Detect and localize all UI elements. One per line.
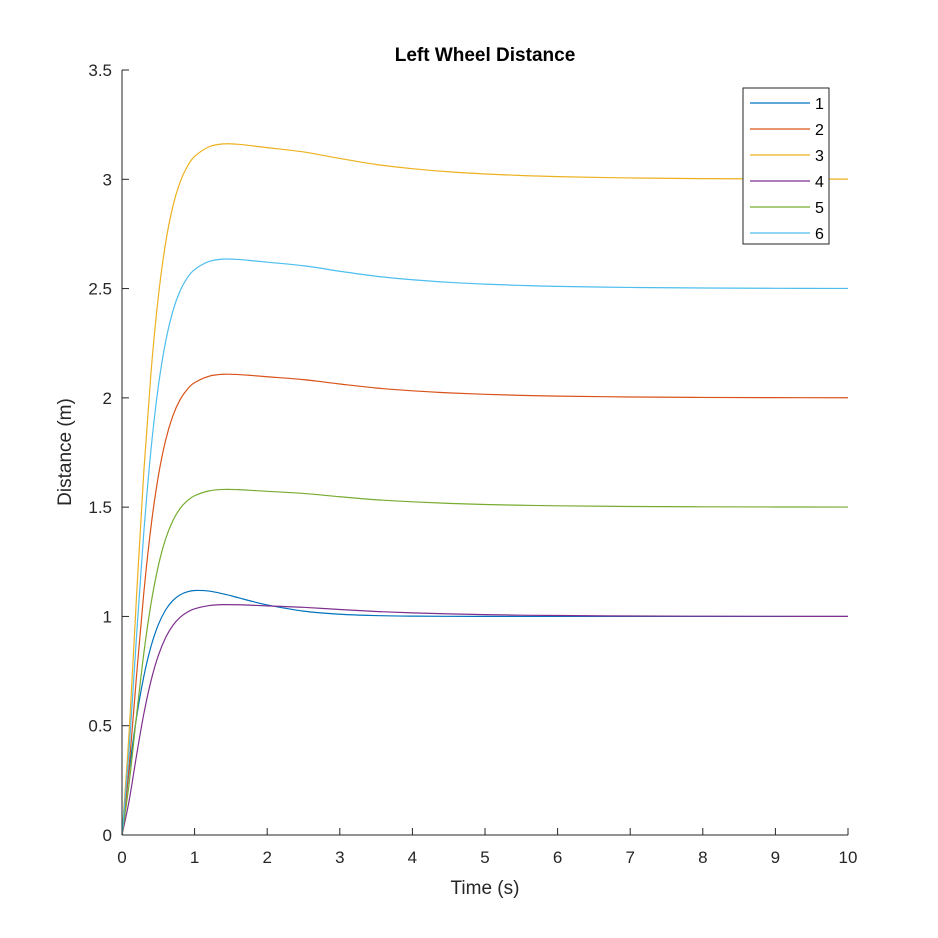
x-tick-label: 8 [698, 848, 707, 867]
y-tick-label: 3.5 [88, 61, 112, 80]
legend-label-2: 2 [815, 122, 824, 139]
x-axis-label: Time (s) [451, 878, 520, 899]
x-tick-label: 0 [117, 848, 126, 867]
legend-label-5: 5 [815, 200, 824, 217]
series-line-6 [121, 258, 849, 836]
y-axis-ticks: 0 0.5 1 1.5 2 2.5 3 3.5 [88, 61, 129, 845]
y-axis-label: Distance (m) [55, 398, 76, 506]
series-line-4 [121, 603, 849, 836]
chart-title: Left Wheel Distance [395, 45, 576, 66]
plot-area [122, 70, 848, 835]
y-tick-label: 0.5 [88, 717, 112, 736]
y-tick-label: 1 [103, 607, 112, 626]
y-tick-label: 3 [103, 170, 112, 189]
series-line-5 [121, 488, 849, 836]
y-tick-label: 1.5 [88, 498, 112, 517]
plot-lines [121, 143, 849, 836]
x-tick-label: 4 [408, 848, 417, 867]
legend-label-1: 1 [815, 96, 824, 113]
series-line-2 [121, 373, 849, 836]
legend-label-4: 4 [815, 174, 824, 191]
y-tick-label: 0 [103, 826, 112, 845]
x-tick-label: 6 [553, 848, 562, 867]
x-tick-label: 5 [480, 848, 489, 867]
legend-label-6: 6 [815, 226, 824, 243]
x-tick-label: 1 [190, 848, 199, 867]
x-tick-label: 10 [839, 848, 858, 867]
legend: 1 2 3 4 5 6 [742, 87, 830, 245]
series-line-3 [121, 143, 849, 836]
series-line-1 [121, 589, 848, 836]
x-tick-label: 3 [335, 848, 344, 867]
legend-entries: 1 2 3 4 5 6 [750, 96, 824, 243]
y-tick-label: 2 [103, 389, 112, 408]
x-tick-label: 9 [771, 848, 780, 867]
legend-label-3: 3 [815, 148, 824, 165]
x-tick-label: 7 [625, 848, 634, 867]
y-tick-label: 2.5 [88, 280, 112, 299]
x-tick-label: 2 [262, 848, 271, 867]
legend-box [742, 87, 830, 245]
x-axis-ticks: 0 1 2 3 4 5 6 7 8 9 10 [117, 828, 857, 867]
